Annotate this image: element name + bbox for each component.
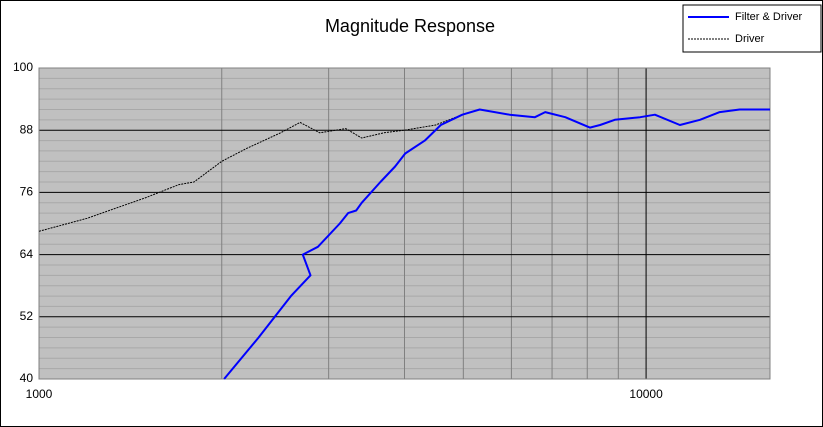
chart-title: Magnitude Response [325, 16, 495, 36]
legend-label: Driver [735, 33, 765, 45]
x-tick-label: 10000 [629, 387, 663, 401]
y-tick-label: 76 [20, 185, 34, 199]
legend-label: Filter & Driver [735, 11, 803, 23]
series-line [223, 108, 770, 380]
plot-border [38, 67, 771, 380]
legend-box [682, 4, 822, 53]
y-tick-label: 88 [20, 122, 34, 136]
x-tick-label: 1000 [26, 387, 53, 401]
y-tick-label: 40 [20, 371, 34, 385]
y-tick-label: 52 [20, 309, 34, 323]
y-tick-label: 100 [13, 60, 33, 74]
y-tick-label: 64 [20, 247, 34, 261]
